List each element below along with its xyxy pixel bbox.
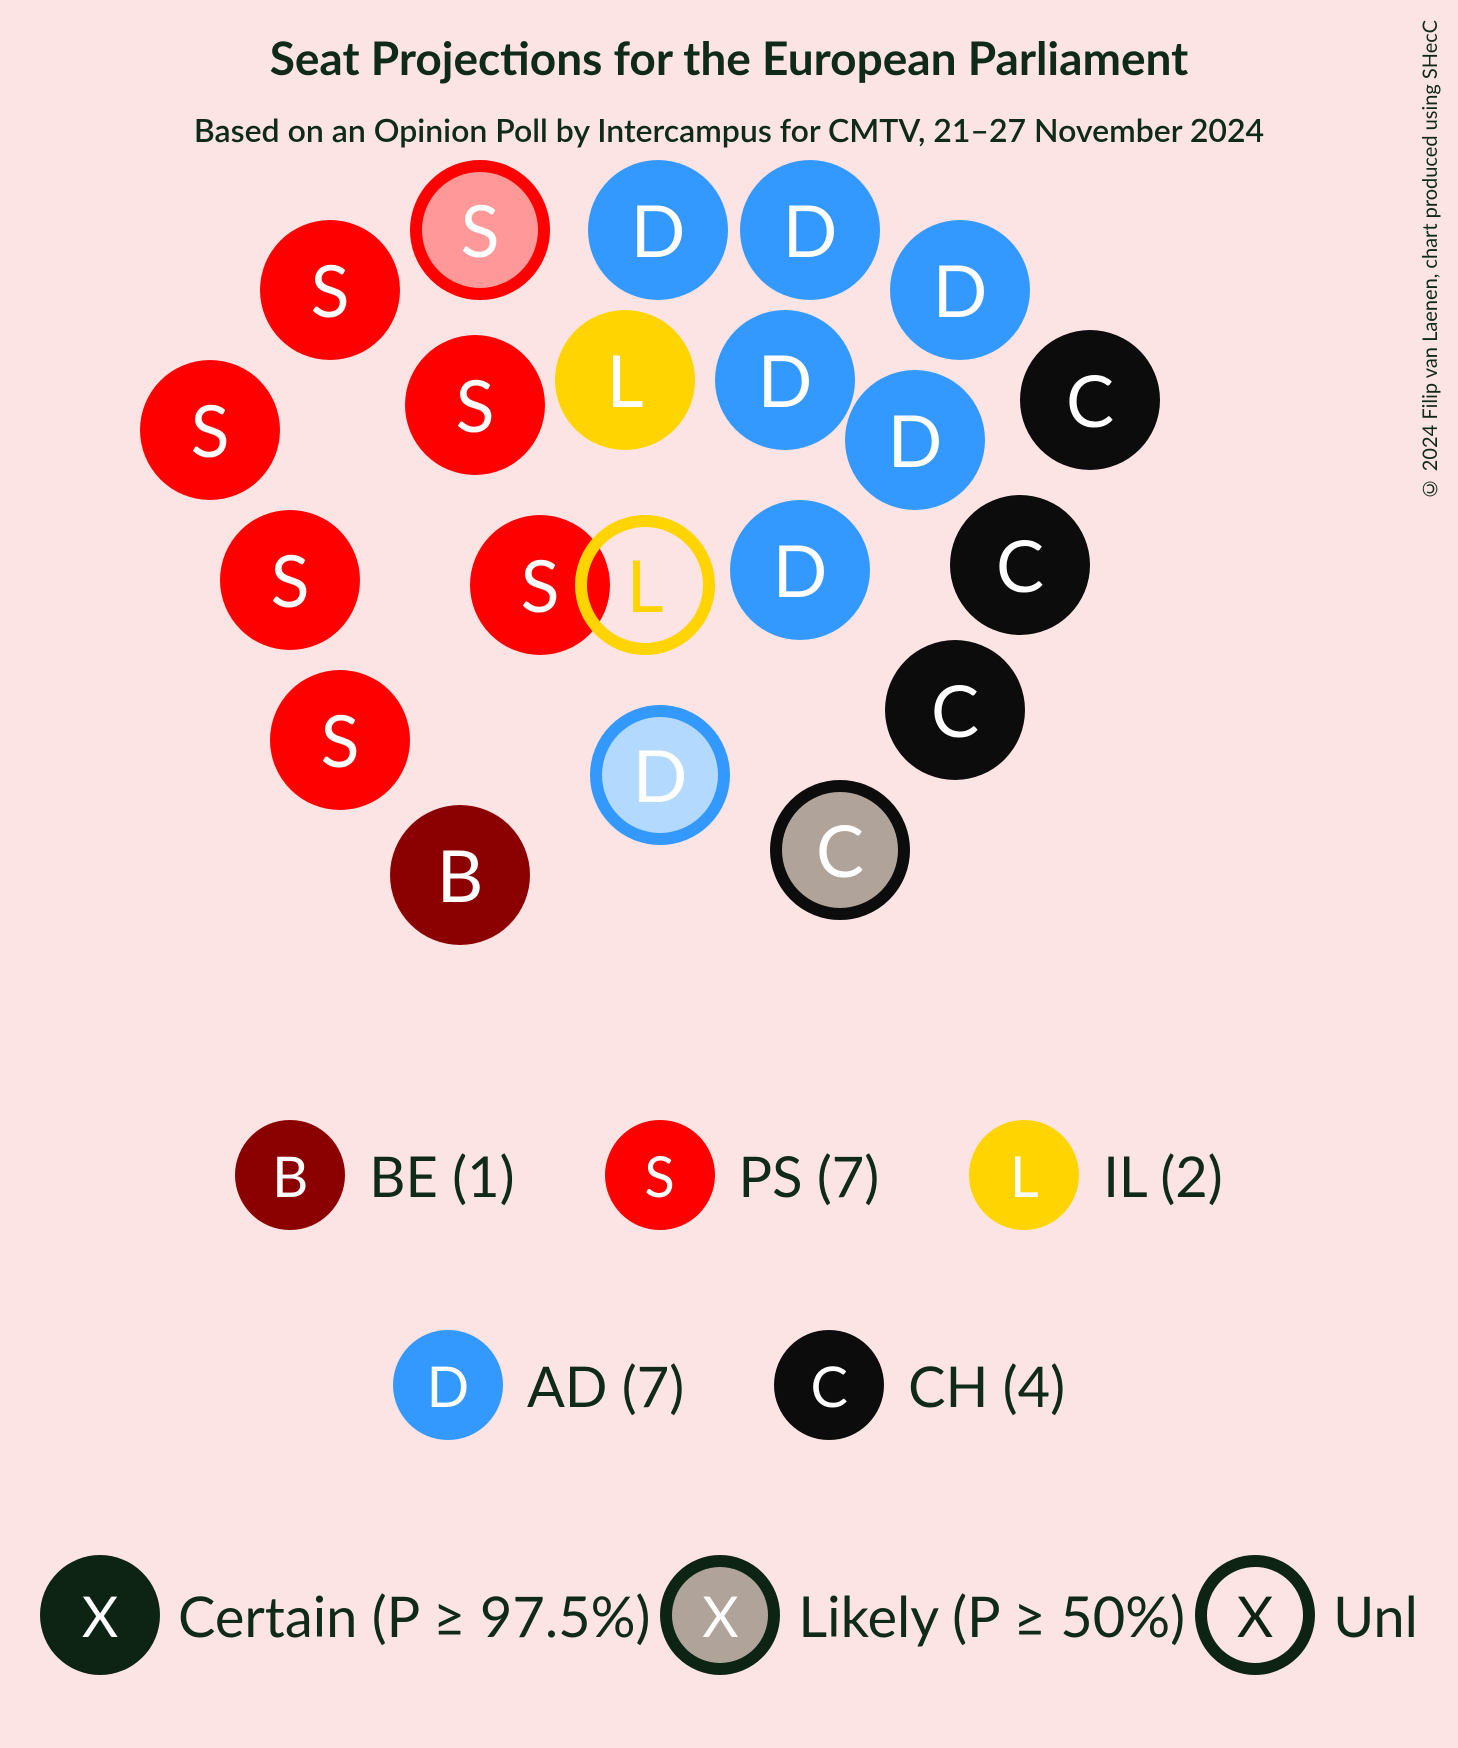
prob-item-likely: X Likely (P ≥ 50%) xyxy=(660,1555,1185,1675)
legend-item-ad: D AD (7) xyxy=(393,1330,684,1440)
chart-subtitle: Based on an Opinion Poll by Intercampus … xyxy=(0,110,1458,149)
seat-ad: D xyxy=(590,705,730,845)
seat-ad: D xyxy=(715,310,855,450)
seat-ch: C xyxy=(950,495,1090,635)
prob-swatch: X xyxy=(40,1555,160,1675)
seat-ad: D xyxy=(890,220,1030,360)
legend-swatch: S xyxy=(605,1120,715,1230)
seat-ch: C xyxy=(1020,330,1160,470)
legend-swatch: D xyxy=(393,1330,503,1440)
legend-label: IL (2) xyxy=(1103,1142,1222,1209)
legend-item-ps: S PS (7) xyxy=(605,1120,880,1230)
prob-swatch: X xyxy=(1195,1555,1315,1675)
chart-title: Seat Projections for the European Parlia… xyxy=(0,30,1458,85)
prob-swatch: X xyxy=(660,1555,780,1675)
seat-ch: C xyxy=(885,640,1025,780)
seat-ch: C xyxy=(770,780,910,920)
prob-label: Likely (P ≥ 50%) xyxy=(798,1582,1185,1649)
legend-label: PS (7) xyxy=(739,1142,880,1209)
seat-ad: D xyxy=(845,370,985,510)
seat-ps: S xyxy=(410,160,550,300)
legend-swatch: L xyxy=(969,1120,1079,1230)
seat-il: L xyxy=(575,515,715,655)
chart-canvas: Seat Projections for the European Parlia… xyxy=(0,0,1458,1748)
seat-ad: D xyxy=(740,160,880,300)
prob-item-unlikely: X Unlikely (P < 50%) xyxy=(1195,1555,1418,1675)
seat-ps: S xyxy=(405,335,545,475)
seat-il: L xyxy=(555,310,695,450)
legend-swatch: B xyxy=(235,1120,345,1230)
prob-label: Certain (P ≥ 97.5%) xyxy=(178,1582,650,1649)
chart-credit: © 2024 Filip van Laenen, chart produced … xyxy=(1418,20,1442,500)
legend-item-be: B BE (1) xyxy=(235,1120,514,1230)
prob-label: Unlikely (P < 50%) xyxy=(1333,1582,1418,1649)
seat-ps: S xyxy=(270,670,410,810)
seat-ps: S xyxy=(220,510,360,650)
legend-label: CH (4) xyxy=(908,1352,1065,1419)
legend-swatch: C xyxy=(774,1330,884,1440)
seat-ps: S xyxy=(260,220,400,360)
seat-ps: S xyxy=(140,360,280,500)
seat-ad: D xyxy=(730,500,870,640)
legend-item-il: L IL (2) xyxy=(969,1120,1222,1230)
prob-item-certain: X Certain (P ≥ 97.5%) xyxy=(40,1555,650,1675)
seat-be: B xyxy=(390,805,530,945)
legend-item-ch: C CH (4) xyxy=(774,1330,1065,1440)
legend-label: AD (7) xyxy=(527,1352,684,1419)
legend-label: BE (1) xyxy=(369,1142,514,1209)
seat-ad: D xyxy=(588,160,728,300)
